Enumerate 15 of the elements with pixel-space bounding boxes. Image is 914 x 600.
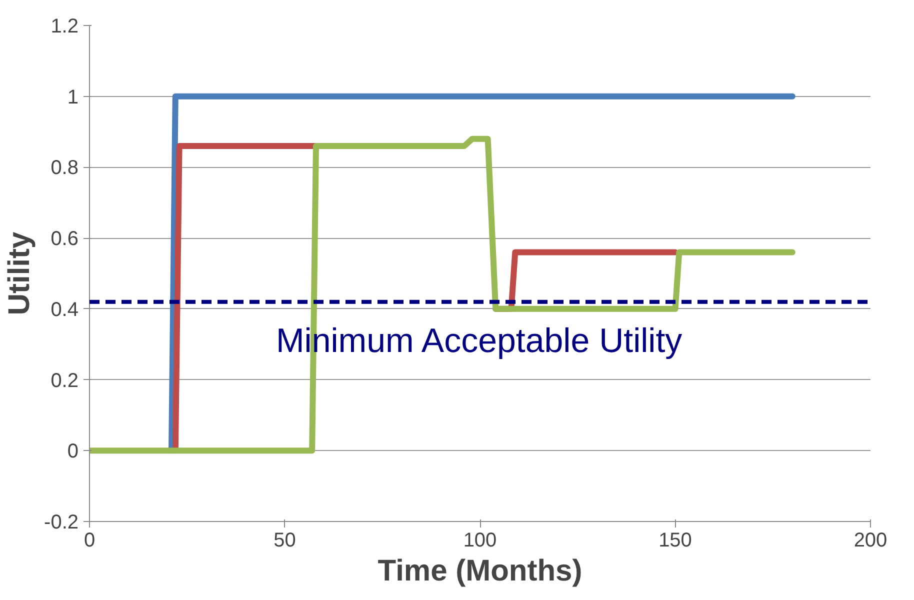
y-tick-label: 0 [67, 440, 78, 463]
y-tick-label: -0.2 [44, 512, 79, 534]
x-tick-label: 0 [84, 530, 96, 552]
x-tick-label: 100 [463, 530, 497, 552]
y-tick-label: 0.2 [50, 370, 79, 392]
y-tick-label: 0.8 [50, 157, 79, 180]
y-tick-label: 0.6 [50, 228, 79, 250]
y-tick-label: 0.4 [50, 298, 79, 321]
y-axis-title: Utility [3, 232, 36, 316]
x-tick-label: 150 [658, 530, 692, 552]
y-tick-label: 1 [67, 86, 78, 108]
y-tick-label: 1.2 [50, 16, 79, 38]
x-tick-label: 50 [274, 530, 296, 552]
x-tick-label: 200 [854, 530, 888, 552]
x-axis-title: Time (Months) [378, 554, 582, 588]
